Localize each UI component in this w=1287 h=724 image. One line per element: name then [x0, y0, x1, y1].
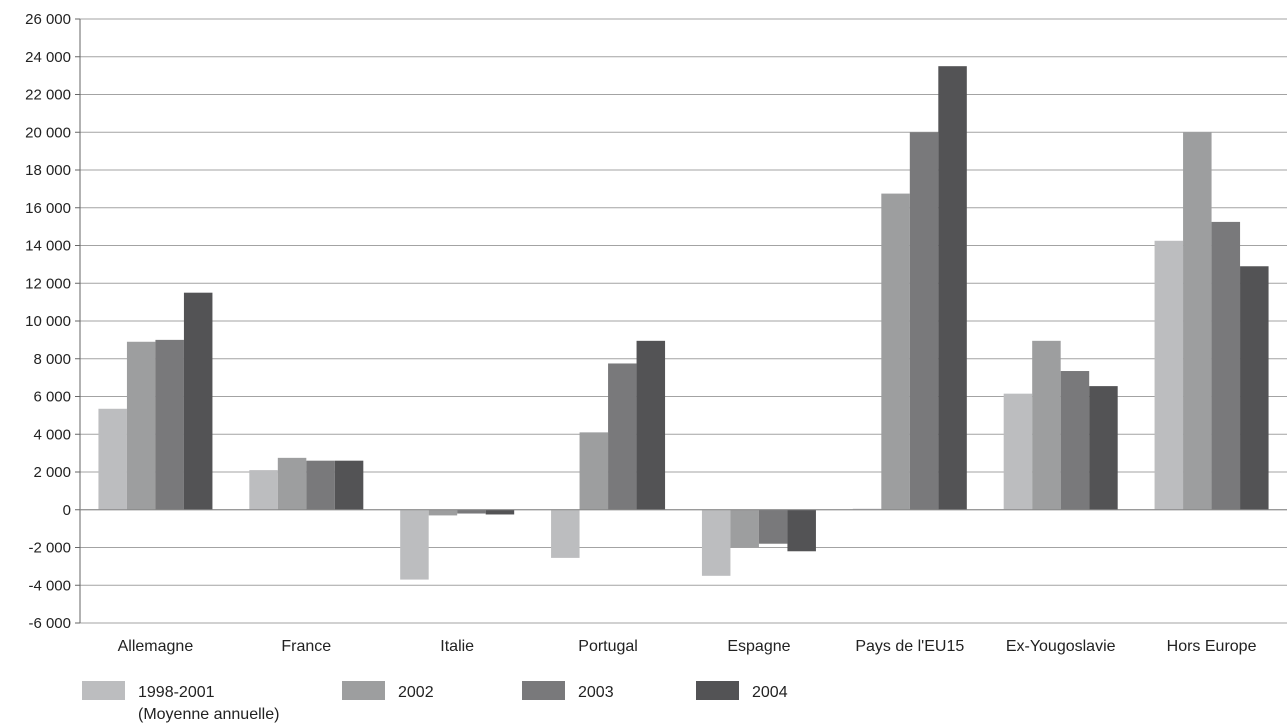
- bar-portugal-2003: [608, 363, 637, 510]
- bar-hors-europe-2003: [1211, 221, 1241, 510]
- legend-swatch: [522, 681, 565, 700]
- legend-label-sub: (Moyenne annuelle): [138, 706, 279, 723]
- y-tick-label: 20 000: [25, 124, 71, 141]
- y-tick-label: -2 000: [28, 540, 71, 557]
- legend-swatch: [696, 681, 739, 700]
- y-tick-label: 18 000: [25, 162, 71, 179]
- bar-portugal-1998-2001: [551, 509, 580, 558]
- bar-hors-europe-1998-2001: [1154, 240, 1184, 510]
- x-category-label: Espagne: [727, 638, 790, 655]
- y-tick-label: 16 000: [25, 200, 71, 217]
- bar-hors-europe-2004: [1240, 266, 1269, 510]
- bar-ex-yougoslavie-2004: [1089, 386, 1118, 510]
- x-category-label: France: [281, 638, 331, 655]
- y-tick-label: 4 000: [33, 426, 71, 443]
- y-tick-label: 26 000: [25, 11, 71, 28]
- bar-pays-de-l-eu15-2003: [909, 132, 939, 510]
- y-tick-label: 10 000: [25, 313, 71, 330]
- bar-italie-2004: [485, 509, 515, 515]
- bar-espagne-2002: [730, 509, 759, 548]
- y-tick-label: 2 000: [33, 464, 71, 481]
- y-tick-label: 6 000: [33, 389, 71, 406]
- bar-hors-europe-2002: [1183, 132, 1212, 510]
- legend: 1998-2001 (Moyenne annuelle) 2002 2003 2004: [82, 681, 788, 723]
- legend-label: 1998-2001: [138, 684, 215, 701]
- bar-allemagne-2004: [183, 292, 213, 510]
- y-tick-label: -4 000: [28, 577, 71, 594]
- bar-italie-1998-2001: [400, 509, 429, 580]
- bar-france-2003: [306, 460, 335, 510]
- grid-lines: [80, 18, 1287, 624]
- bar-pays-de-l-eu15-2004: [938, 66, 967, 510]
- bar-espagne-2003: [758, 509, 788, 544]
- legend-swatch: [82, 681, 125, 700]
- bar-allemagne-2003: [155, 339, 184, 510]
- bar-allemagne-2002: [126, 341, 156, 510]
- y-tick-labels: -6 000 -4 000 -2 000 0 2 000 4 000 6 000 8 000 1…: [25, 11, 71, 632]
- bar-espagne-1998-2001: [701, 509, 731, 576]
- bar-portugal-2002: [579, 432, 609, 510]
- y-tick-label: 12 000: [25, 275, 71, 292]
- bar-espagne-2004: [787, 509, 816, 552]
- legend-label: 2002: [398, 684, 434, 701]
- legend-label: 2004: [752, 684, 788, 701]
- y-tick-label: 0: [63, 502, 71, 519]
- x-category-label: Hors Europe: [1167, 638, 1257, 655]
- bar-pays-de-l-eu15-2002: [881, 193, 910, 510]
- bar-portugal-2004: [636, 340, 666, 510]
- bar-ex-yougoslavie-2003: [1060, 371, 1090, 510]
- x-category-label: Italie: [440, 638, 474, 655]
- bar-france-2004: [334, 460, 364, 510]
- y-tick-label: 24 000: [25, 49, 71, 66]
- legend-swatch: [342, 681, 385, 700]
- bar-france-2002: [277, 457, 307, 510]
- bars: [98, 66, 1269, 580]
- bar-allemagne-1998-2001: [98, 408, 127, 510]
- x-category-label: Pays de l'EU15: [855, 638, 964, 655]
- y-tick-label: 22 000: [25, 87, 71, 104]
- x-category-label: Ex-Yougoslavie: [1006, 638, 1116, 655]
- bar-italie-2003: [457, 509, 486, 514]
- bar-italie-2002: [428, 509, 458, 516]
- x-category-labels: Allemagne France Italie Portugal Espagne Pays…: [118, 638, 1257, 655]
- bar-ex-yougoslavie-2002: [1032, 340, 1061, 510]
- x-category-label: Allemagne: [118, 638, 194, 655]
- axes: [75, 18, 1287, 624]
- legend-label: 2003: [578, 684, 614, 701]
- y-tick-label: 8 000: [33, 351, 71, 368]
- bar-ex-yougoslavie-1998-2001: [1003, 393, 1033, 510]
- y-tick-label: -6 000: [28, 615, 71, 632]
- bar-france-1998-2001: [249, 470, 278, 510]
- x-category-label: Portugal: [578, 638, 638, 655]
- y-tick-label: 14 000: [25, 238, 71, 255]
